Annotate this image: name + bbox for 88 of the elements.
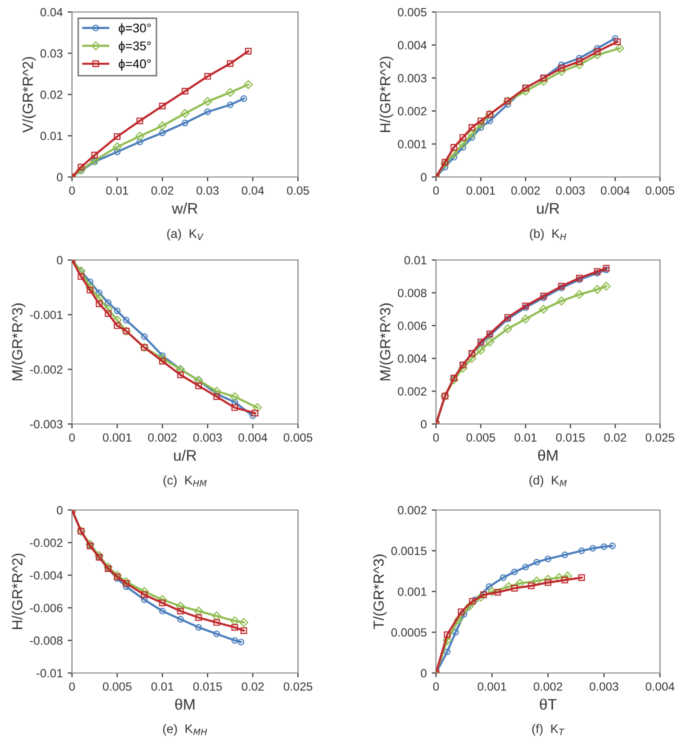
y-axis-title: H/(GR*R^2) [380, 56, 394, 132]
x-axis-title: θT [540, 698, 557, 710]
x-tick-label: 0.004 [600, 186, 630, 195]
x-axis-title: u/R [537, 202, 560, 214]
y-tick-label: -0.003 [30, 420, 62, 428]
text: (b) K$_{H}$ [530, 228, 566, 240]
y-axis-title: M/(GR*R^3) [380, 303, 394, 380]
x-tick-label: 0.02 [242, 682, 264, 691]
y-tick-label: 0.004 [398, 354, 427, 363]
x-tick-label: 0.003 [556, 186, 585, 195]
x-axis-title: u/R [174, 450, 196, 461]
x-tick-label: 0.01 [106, 186, 128, 195]
y-tick-label: 0.01 [404, 256, 426, 264]
x-tick-label: 0.01 [514, 433, 537, 442]
x-tick-label: 0.002 [511, 186, 540, 195]
y-tick-label: -0.006 [30, 604, 62, 612]
y-tick-label: 0 [420, 173, 427, 182]
y-tick-label: 0 [56, 506, 63, 514]
y-tick-label: -0.001 [30, 310, 62, 320]
x-axis-title: θM [175, 698, 194, 710]
x-tick-label: 0 [433, 186, 439, 195]
legend-label: ϕ=40° [118, 59, 151, 71]
x-tick-label: 0.001 [466, 186, 495, 195]
y-tick-label: 0 [56, 256, 63, 264]
y-tick-label: 0.001 [398, 140, 426, 148]
x-tick-label: 0 [69, 682, 75, 691]
x-axis-title: θM [538, 450, 558, 461]
x-tick-label: 0.002 [534, 682, 562, 691]
y-tick-label: -0.002 [30, 538, 62, 547]
x-tick-label: 0 [433, 682, 439, 691]
y-tick-label: 0 [420, 669, 427, 678]
y-tick-label: 0.01 [40, 132, 62, 140]
x-tick-label: 0.01 [151, 682, 174, 691]
y-axis-title: H/(GR*R^2) [12, 554, 26, 629]
y-tick-label: -0.008 [30, 636, 62, 645]
x-tick-label: 0 [69, 433, 75, 442]
x-tick-label: 0.003 [590, 682, 618, 691]
x-tick-label: 0 [69, 186, 75, 195]
y-tick-label: 0.0005 [391, 628, 426, 637]
y-tick-label: 0.04 [40, 8, 63, 16]
legend-label: ϕ=30° [118, 23, 151, 35]
x-tick-label: 0.05 [286, 186, 309, 195]
y-tick-label: 0.001 [398, 588, 426, 596]
y-tick-label: 0.004 [398, 41, 427, 50]
text: (e) K$_{MH}$ [163, 724, 207, 736]
y-tick-label: 0.0015 [391, 546, 426, 556]
x-tick-label: 0.005 [102, 682, 132, 691]
x-tick-label: 0.025 [284, 682, 312, 691]
x-tick-label: 0.005 [466, 433, 496, 442]
x-tick-label: 0.004 [646, 682, 674, 691]
x-tick-label: 0.001 [102, 433, 132, 442]
y-tick-label: -0.01 [36, 669, 62, 678]
x-tick-label: 0.02 [151, 186, 174, 195]
y-axis-title: M/(GR*R^3) [12, 303, 26, 380]
text: (d) K$_{M}$ [529, 475, 567, 488]
y-tick-label: 0 [56, 173, 63, 182]
y-tick-label: -0.002 [30, 365, 62, 374]
y-tick-label: 0.005 [398, 8, 426, 16]
y-axis-title: T/(GR*R^3) [373, 554, 387, 630]
x-tick-label: 0 [433, 433, 439, 442]
y-axis-title: V/(GR*R^2) [22, 57, 36, 133]
x-tick-label: 0.03 [196, 186, 219, 195]
text: (c) K$_{HM}$ [164, 475, 207, 488]
x-tick-label: 0.004 [238, 433, 268, 442]
y-tick-label: 0.02 [40, 90, 62, 99]
x-tick-label: 0.002 [148, 433, 177, 442]
x-tick-label: 0.02 [604, 433, 626, 442]
x-tick-label: 0.003 [193, 433, 222, 442]
y-tick-label: 0.008 [398, 288, 426, 298]
y-tick-label: 0.002 [398, 506, 426, 514]
y-tick-label: 0.006 [398, 322, 426, 330]
y-tick-label: -0.004 [30, 571, 63, 580]
x-axis-title: w/R [172, 202, 198, 214]
y-tick-label: 0 [420, 420, 427, 428]
x-tick-label: 0.005 [646, 186, 674, 195]
y-tick-label: 0.003 [398, 74, 426, 82]
x-tick-label: 0.001 [478, 682, 506, 691]
x-tick-label: 0.04 [242, 186, 264, 195]
y-tick-label: 0.002 [398, 107, 426, 116]
legend-label: ϕ=35° [118, 41, 151, 53]
x-tick-label: 0.015 [193, 682, 222, 691]
text: (a) K$_{V}$ [167, 228, 204, 240]
x-tick-label: 0.015 [556, 433, 585, 442]
x-tick-label: 0.005 [284, 433, 312, 442]
y-tick-label: 0.03 [40, 49, 62, 58]
x-tick-label: 0.025 [646, 433, 674, 442]
text: (f) K$_{T}$ [532, 724, 565, 736]
y-tick-label: 0.002 [398, 387, 426, 396]
